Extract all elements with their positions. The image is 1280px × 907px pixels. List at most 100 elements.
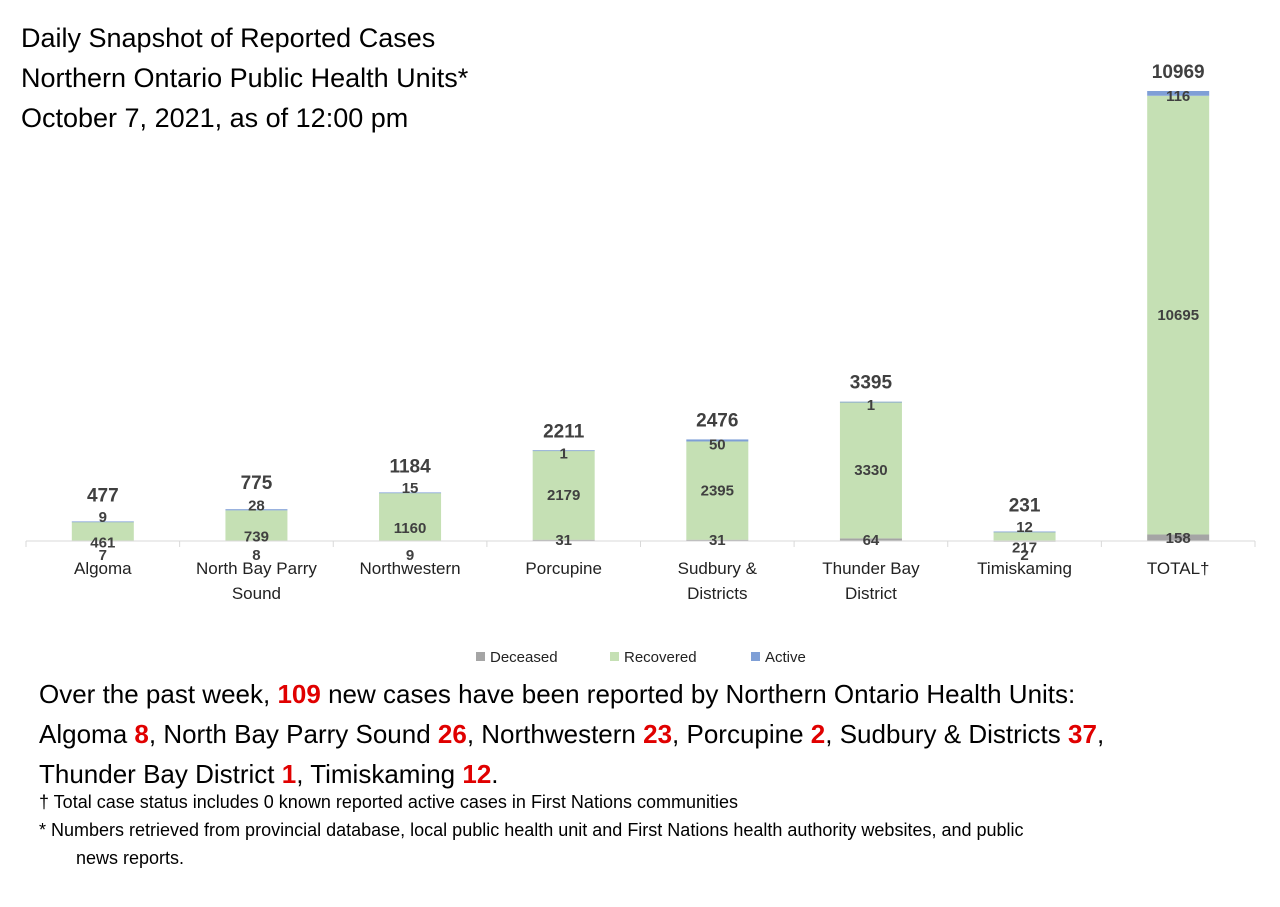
bar-segment-active — [686, 439, 749, 442]
data-label-total: 10969 — [1152, 62, 1205, 83]
data-label-active: 15 — [402, 480, 419, 497]
x-tick-label: Porcupine — [525, 559, 602, 578]
footnote-dagger: † Total case status includes 0 known rep… — [39, 792, 738, 812]
legend-label-recovered: Recovered — [624, 649, 697, 666]
line2-separator: , — [672, 719, 687, 749]
bar-segment-recovered — [379, 493, 442, 541]
line2-unit-count: 37 — [1068, 719, 1097, 749]
x-tick-label: Sudbury & Districts — [678, 559, 758, 603]
data-label-recovered: 1160 — [394, 520, 427, 537]
line2-unit-name: North Bay Parry Sound — [163, 719, 438, 749]
summary-suffix: new cases have been reported by Northern… — [320, 679, 1076, 709]
x-tick-label-line: Timiskaming — [977, 559, 1072, 578]
bar-segment-recovered — [225, 510, 288, 541]
data-label-total: 231 — [1009, 496, 1041, 517]
bar-segment-active — [993, 531, 1056, 533]
x-tick-label: Thunder Bay District — [822, 559, 920, 603]
line2-separator: , — [825, 719, 840, 749]
bar-segment-active — [379, 492, 442, 494]
summary-prefix: Over the past week, — [39, 679, 278, 709]
bar-segment-active — [532, 450, 595, 452]
data-label-recovered: 739 — [244, 529, 269, 546]
line3-separator: . — [491, 759, 499, 789]
data-label-recovered: 2179 — [547, 487, 580, 504]
legend-swatch-active — [751, 652, 760, 661]
data-label-deceased: 9 — [406, 547, 414, 564]
bars-layer — [71, 91, 1210, 542]
x-tick-label: Timiskaming — [977, 559, 1072, 578]
line2-separator: , — [1096, 719, 1105, 749]
x-tick-label-line: TOTAL† — [1147, 559, 1210, 578]
x-tick-label: Northwestern — [360, 559, 461, 578]
footnotes: † Total case status includes 0 known rep… — [39, 788, 1269, 872]
data-label-active: 1 — [560, 445, 568, 462]
summary-line-2: Algoma 8, North Bay Parry Sound 26, Nort… — [39, 714, 1269, 754]
bar-segment-deceased — [839, 538, 902, 541]
legend-label-active: Active — [765, 649, 806, 666]
bar-segment-active — [225, 509, 288, 511]
bar-segment-recovered — [1147, 95, 1210, 535]
bar-segment-recovered — [71, 521, 134, 541]
line3-unit-count: 12 — [462, 759, 492, 789]
data-label-deceased: 8 — [252, 547, 260, 564]
line2-unit-count: 2 — [810, 719, 826, 749]
line3-unit-name: Timiskaming — [310, 759, 463, 789]
summary-line-1: Over the past week, 109 new cases have b… — [39, 674, 1269, 714]
bar-segment-recovered — [993, 532, 1056, 541]
line2-unit-count: 26 — [437, 719, 467, 749]
data-label-active: 116 — [1166, 88, 1190, 105]
line2-unit-name: Sudbury & Districts — [839, 719, 1069, 749]
data-label-recovered: 217 — [1012, 539, 1037, 556]
data-label-active: 50 — [709, 436, 726, 453]
data-label-deceased: 2 — [1020, 547, 1028, 564]
data-label-deceased: 158 — [1166, 530, 1191, 547]
x-tick-label-line: Districts — [687, 584, 747, 603]
data-label-recovered: 461 — [90, 534, 115, 551]
summary-line-3: Thunder Bay District 1, Timiskaming 12. — [39, 754, 1269, 794]
data-label-total: 2211 — [543, 421, 585, 442]
data-label-active: 1 — [867, 397, 875, 414]
x-tick-label-line: Porcupine — [525, 559, 602, 578]
data-label-active: 9 — [99, 509, 107, 526]
chart-title: Daily Snapshot of Reported Cases Norther… — [21, 18, 468, 138]
line2-unit-name: Porcupine — [686, 719, 811, 749]
x-tick-label-line: District — [845, 584, 897, 603]
footnote-star: * Numbers retrieved from provincial data… — [39, 820, 1024, 840]
bar-segment-active — [71, 521, 134, 523]
data-label-recovered: 3330 — [854, 462, 887, 479]
bar-segment-deceased — [532, 539, 595, 541]
chart-legend: Deceased Recovered Active — [476, 649, 806, 666]
data-label-deceased: 31 — [709, 532, 726, 549]
line2-separator: , — [148, 719, 164, 749]
data-label-active: 28 — [248, 497, 265, 514]
bar-segment-recovered — [839, 401, 902, 539]
bar-segment-deceased — [1147, 534, 1210, 541]
data-label-deceased: 64 — [863, 532, 880, 549]
x-tick-label: Algoma — [74, 559, 132, 578]
legend-swatch-deceased — [476, 652, 485, 661]
x-tick-label: North Bay Parry Sound — [196, 559, 317, 603]
data-label-deceased: 31 — [555, 532, 572, 549]
line2-unit-name: Algoma — [39, 719, 135, 749]
data-label-active: 12 — [1016, 519, 1033, 536]
weekly-summary: Over the past week, 109 new cases have b… — [39, 674, 1269, 794]
summary-total-new-cases: 109 — [277, 679, 321, 709]
data-label-total: 2476 — [696, 410, 738, 431]
data-label-deceased: 7 — [99, 547, 107, 564]
bar-segment-active — [839, 401, 902, 403]
title-line-3: October 7, 2021, as of 12:00 pm — [21, 103, 409, 133]
line3-separator: , — [296, 759, 311, 789]
line2-separator: , — [466, 719, 482, 749]
bar-segment-recovered — [532, 450, 595, 540]
x-tick-label-line: Sudbury & — [678, 559, 758, 578]
line3-unit-count: 1 — [281, 759, 297, 789]
x-tick-label-line: North Bay Parry — [196, 559, 317, 578]
footnote-star-continued: news reports. — [76, 848, 185, 868]
x-tick-label-line: Thunder Bay — [822, 559, 920, 578]
x-axis — [25, 540, 1256, 547]
data-label-total: 775 — [241, 473, 273, 494]
x-tick-label-line: Algoma — [74, 559, 132, 578]
data-label-total: 1184 — [389, 456, 431, 477]
line2-unit-name: Northwestern — [481, 719, 644, 749]
